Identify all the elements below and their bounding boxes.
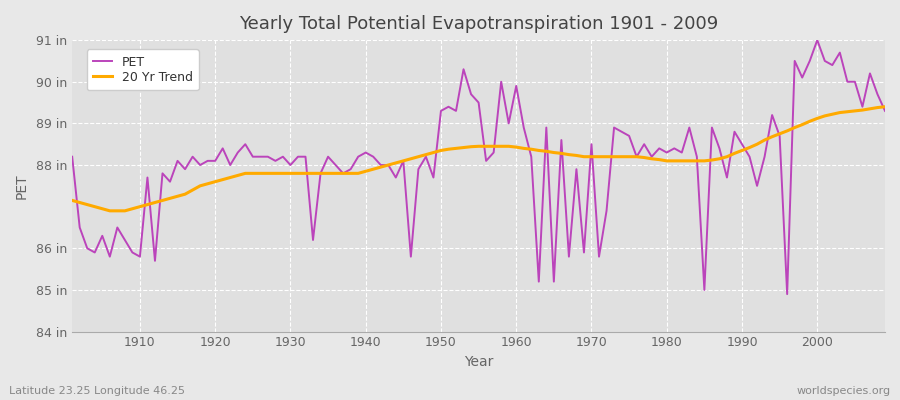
PET (292, 154, 303, 159)
X-axis label: Year: Year (464, 355, 493, 369)
PET (503, 121, 514, 126)
PET (127, 250, 138, 255)
PET (511, 84, 522, 88)
20 Yr Trend (346, 171, 356, 176)
20 Yr Trend (879, 104, 890, 109)
20 Yr Trend (104, 208, 115, 213)
PET (338, 171, 348, 176)
Y-axis label: PET: PET (15, 173, 29, 199)
Text: Latitude 23.25 Longitude 46.25: Latitude 23.25 Longitude 46.25 (9, 386, 185, 396)
Title: Yearly Total Potential Evapotranspiration 1901 - 2009: Yearly Total Potential Evapotranspiratio… (239, 15, 718, 33)
PET (879, 108, 890, 113)
Text: worldspecies.org: worldspecies.org (796, 386, 891, 396)
PET (601, 208, 612, 213)
20 Yr Trend (608, 154, 619, 159)
PET (812, 38, 823, 42)
PET (782, 292, 793, 296)
PET (67, 154, 77, 159)
20 Yr Trend (511, 145, 522, 150)
Line: PET: PET (72, 40, 885, 294)
20 Yr Trend (134, 204, 145, 209)
20 Yr Trend (300, 171, 310, 176)
Line: 20 Yr Trend: 20 Yr Trend (72, 107, 885, 211)
Legend: PET, 20 Yr Trend: PET, 20 Yr Trend (86, 49, 199, 90)
20 Yr Trend (67, 198, 77, 203)
20 Yr Trend (518, 146, 529, 151)
